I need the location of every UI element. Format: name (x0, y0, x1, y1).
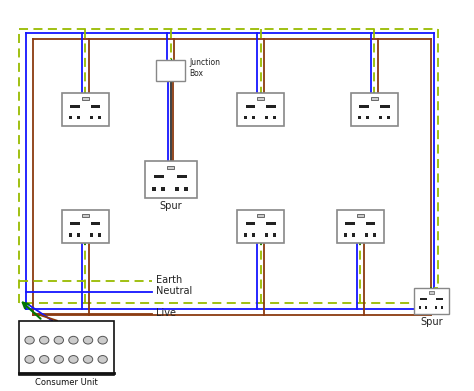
Bar (62, 210, 109, 243)
Circle shape (54, 355, 64, 363)
Bar (366, 116, 369, 119)
Bar (91, 222, 100, 225)
Bar (154, 175, 164, 178)
Bar (440, 306, 443, 309)
Bar (257, 97, 264, 100)
Bar (156, 59, 185, 81)
Bar (337, 210, 384, 243)
Bar (266, 222, 276, 225)
Text: Earth: Earth (156, 276, 182, 285)
Bar (82, 97, 89, 100)
Bar (82, 214, 89, 217)
Bar (237, 210, 284, 243)
Bar (419, 306, 421, 309)
Bar (265, 233, 268, 237)
Circle shape (25, 336, 34, 344)
Bar (352, 233, 355, 237)
Bar (69, 233, 72, 237)
Bar (429, 291, 434, 294)
Circle shape (69, 355, 78, 363)
Bar (266, 105, 276, 108)
Bar (252, 116, 255, 119)
Bar (246, 105, 255, 108)
Bar (373, 233, 376, 237)
Bar (152, 187, 156, 191)
Bar (69, 116, 72, 119)
Bar (425, 306, 428, 309)
Bar (90, 233, 93, 237)
Circle shape (39, 336, 49, 344)
Circle shape (98, 336, 107, 344)
Circle shape (83, 336, 93, 344)
Bar (237, 93, 284, 126)
Bar (184, 187, 188, 191)
Bar (98, 116, 101, 119)
Bar (167, 166, 174, 169)
Bar (420, 298, 427, 300)
Bar (371, 97, 378, 100)
Text: Consumer Unit: Consumer Unit (35, 378, 98, 387)
Bar (387, 116, 390, 119)
Bar (252, 233, 255, 237)
Bar (91, 105, 100, 108)
Bar (244, 116, 247, 119)
Bar (177, 175, 187, 178)
Bar (77, 233, 80, 237)
Text: Spur: Spur (420, 317, 443, 326)
Bar (246, 222, 255, 225)
Bar (435, 306, 437, 309)
Text: Live: Live (156, 308, 176, 318)
Circle shape (39, 355, 49, 363)
Bar (366, 222, 375, 225)
Bar (273, 233, 276, 237)
Bar (413, 289, 449, 314)
Bar (345, 222, 355, 225)
Circle shape (69, 336, 78, 344)
Bar (161, 187, 165, 191)
Bar (257, 214, 264, 217)
Bar (365, 233, 368, 237)
Bar (436, 298, 443, 300)
Circle shape (25, 355, 34, 363)
Bar (351, 93, 398, 126)
Text: Neutral: Neutral (156, 287, 192, 296)
Bar (90, 116, 93, 119)
Bar (379, 116, 382, 119)
Bar (98, 233, 101, 237)
Bar (357, 214, 364, 217)
Bar (380, 105, 390, 108)
Circle shape (54, 336, 64, 344)
Bar (359, 105, 369, 108)
Bar (70, 105, 80, 108)
Bar (145, 161, 197, 198)
Bar (77, 116, 80, 119)
Bar (273, 116, 276, 119)
Bar (19, 321, 114, 375)
Text: Spur: Spur (159, 201, 182, 211)
Bar (70, 222, 80, 225)
Bar (358, 116, 361, 119)
Bar (62, 93, 109, 126)
Text: Junction
Box: Junction Box (190, 58, 220, 78)
Bar (265, 116, 268, 119)
Bar (175, 187, 179, 191)
Circle shape (83, 355, 93, 363)
Circle shape (98, 355, 107, 363)
Bar (344, 233, 347, 237)
Bar (244, 233, 247, 237)
